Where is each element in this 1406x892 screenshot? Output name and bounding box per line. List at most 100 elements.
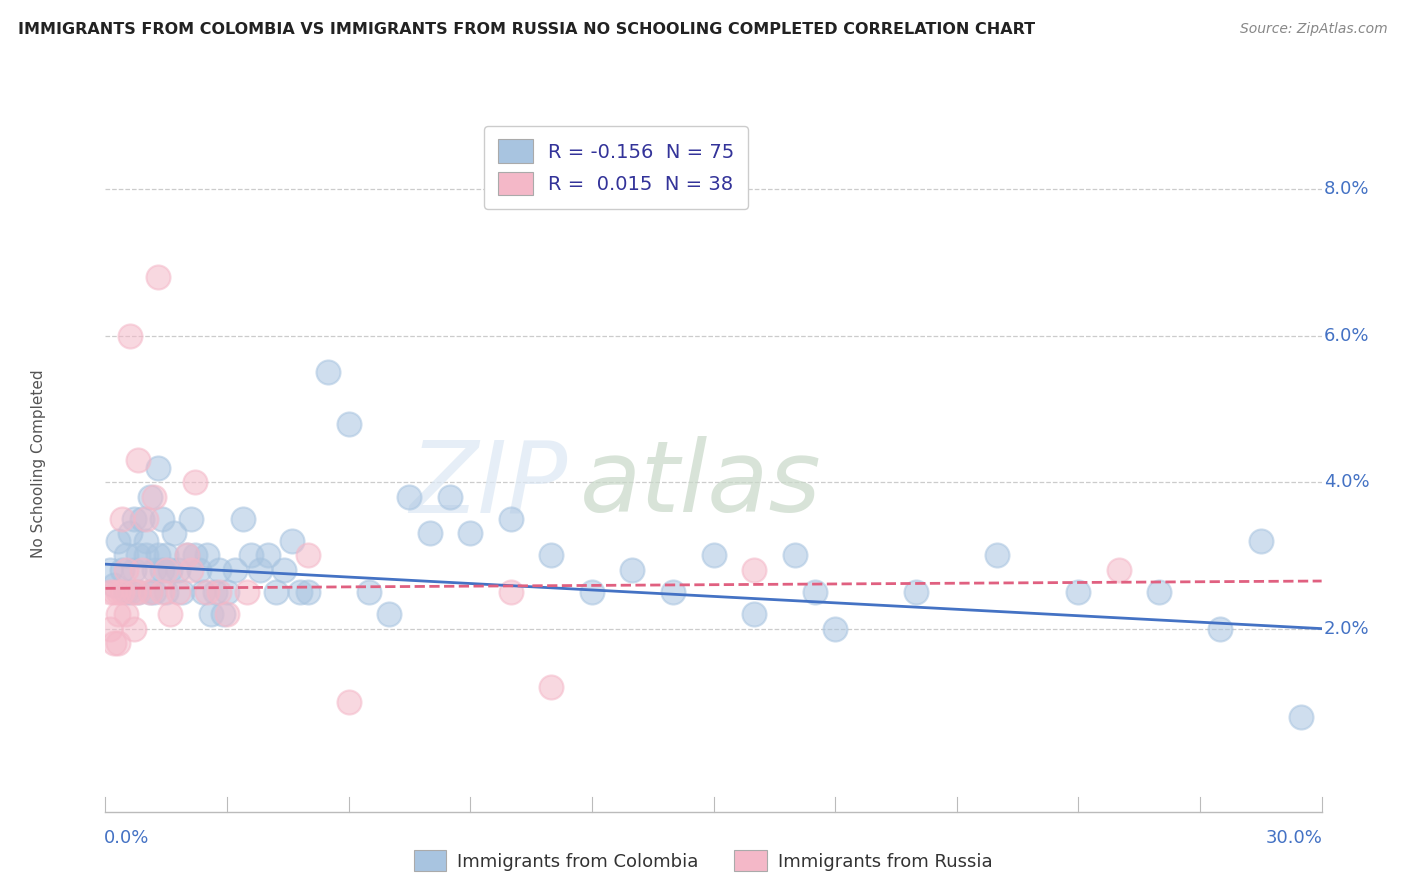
Point [111, 563, 134, 577]
Point [183, 549, 205, 563]
Point [212, 607, 235, 621]
Legend: Immigrants from Colombia, Immigrants from Russia: Immigrants from Colombia, Immigrants fro… [406, 843, 1000, 879]
Point [208, 563, 231, 577]
Point [240, 549, 263, 563]
Point [986, 549, 1008, 563]
Point [824, 622, 846, 636]
Text: No Schooling Completed: No Schooling Completed [31, 369, 46, 558]
Point [398, 490, 420, 504]
Point [540, 680, 562, 694]
Point [127, 453, 149, 467]
Point [111, 585, 134, 599]
Point [98, 563, 121, 577]
Point [159, 607, 181, 621]
Point [127, 585, 149, 599]
Point [155, 563, 177, 577]
Point [195, 549, 218, 563]
Point [264, 585, 287, 599]
Point [107, 533, 129, 548]
Point [163, 526, 186, 541]
Point [200, 607, 222, 621]
Point [143, 563, 166, 577]
Point [127, 549, 149, 563]
Point [139, 585, 162, 599]
Point [103, 577, 125, 591]
Point [195, 585, 218, 599]
Point [499, 585, 522, 599]
Point [159, 563, 181, 577]
Point [742, 563, 765, 577]
Point [139, 490, 162, 504]
Point [176, 549, 198, 563]
Point [131, 512, 153, 526]
Text: IMMIGRANTS FROM COLOMBIA VS IMMIGRANTS FROM RUSSIA NO SCHOOLING COMPLETED CORREL: IMMIGRANTS FROM COLOMBIA VS IMMIGRANTS F… [18, 22, 1035, 37]
Point [118, 585, 141, 599]
Point [337, 695, 360, 709]
Point [103, 585, 125, 599]
Point [118, 328, 141, 343]
Point [804, 585, 827, 599]
Point [357, 585, 380, 599]
Point [337, 417, 360, 431]
Point [118, 526, 141, 541]
Point [98, 585, 121, 599]
Point [458, 526, 481, 541]
Point [114, 607, 136, 621]
Point [122, 622, 145, 636]
Point [232, 512, 254, 526]
Text: ZIP: ZIP [409, 436, 568, 533]
Point [150, 585, 173, 599]
Point [1067, 585, 1090, 599]
Text: 6.0%: 6.0% [1324, 326, 1369, 344]
Point [122, 512, 145, 526]
Point [249, 563, 271, 577]
Point [122, 585, 145, 599]
Point [103, 636, 125, 650]
Point [1149, 585, 1171, 599]
Point [208, 585, 231, 599]
Point [155, 549, 177, 563]
Point [107, 607, 129, 621]
Point [150, 563, 173, 577]
Point [111, 512, 134, 526]
Point [204, 585, 226, 599]
Point [107, 585, 129, 599]
Text: 2.0%: 2.0% [1324, 620, 1369, 638]
Point [905, 585, 928, 599]
Point [191, 585, 214, 599]
Point [288, 585, 311, 599]
Point [217, 607, 239, 621]
Point [256, 549, 278, 563]
Point [150, 512, 173, 526]
Point [439, 490, 461, 504]
Point [281, 533, 304, 548]
Point [107, 636, 129, 650]
Point [180, 512, 202, 526]
Point [662, 585, 685, 599]
Point [378, 607, 401, 621]
Point [146, 270, 169, 285]
Point [236, 585, 259, 599]
Point [146, 460, 169, 475]
Point [127, 585, 149, 599]
Point [167, 563, 190, 577]
Point [135, 549, 157, 563]
Point [180, 563, 202, 577]
Point [172, 585, 194, 599]
Point [1291, 709, 1313, 723]
Point [114, 549, 136, 563]
Point [114, 585, 136, 599]
Point [122, 563, 145, 577]
Point [540, 549, 562, 563]
Point [187, 563, 209, 577]
Point [702, 549, 725, 563]
Point [297, 585, 319, 599]
Point [742, 607, 765, 621]
Point [499, 512, 522, 526]
Text: 0.0%: 0.0% [104, 830, 149, 847]
Point [131, 563, 153, 577]
Point [143, 490, 166, 504]
Point [318, 365, 340, 379]
Point [183, 475, 205, 490]
Point [297, 549, 319, 563]
